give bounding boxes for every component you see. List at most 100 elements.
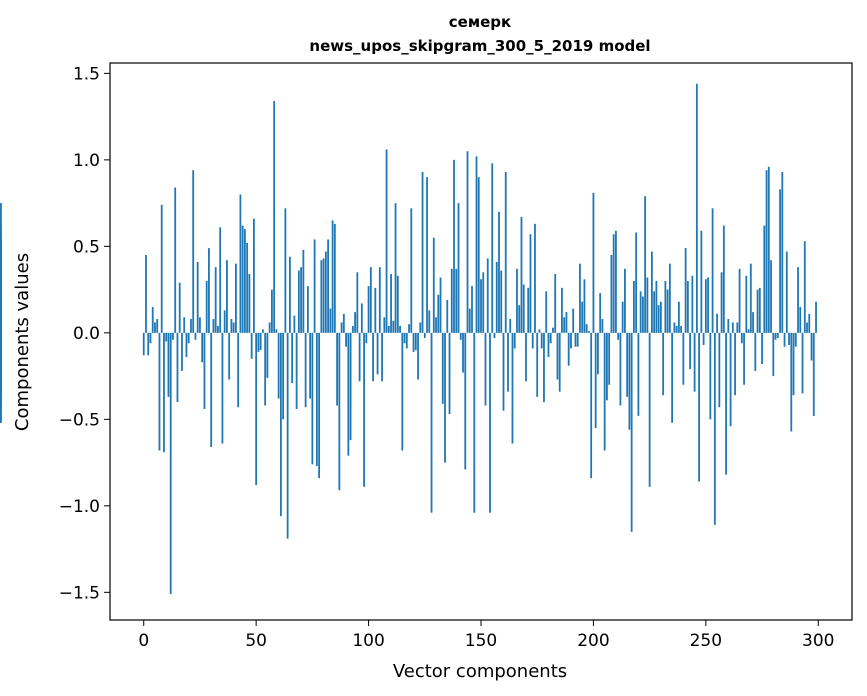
bar [552, 327, 554, 333]
bar [480, 279, 482, 333]
bar [250, 332, 253, 359]
bar [504, 171, 507, 333]
bar [311, 332, 314, 465]
x-tick-label: 0 [138, 631, 149, 651]
bar [743, 332, 745, 385]
bar [756, 289, 759, 333]
bar [455, 268, 458, 333]
bar [803, 241, 806, 333]
bar [462, 332, 464, 373]
bar [354, 312, 356, 333]
bar [315, 332, 318, 467]
bar [365, 332, 368, 344]
bar [448, 332, 451, 415]
bar [765, 170, 768, 333]
bar [797, 267, 799, 333]
bar [347, 332, 350, 456]
bar [381, 332, 383, 382]
bar [785, 251, 788, 333]
bar [536, 332, 539, 397]
bar [740, 332, 743, 344]
bar [592, 192, 595, 333]
bar [531, 332, 534, 349]
bar [776, 332, 779, 339]
bar [729, 332, 732, 427]
bar [513, 332, 516, 349]
bar [327, 239, 330, 333]
bar [223, 310, 226, 333]
bar [318, 332, 321, 479]
bar [444, 332, 446, 463]
bar [297, 270, 300, 333]
bar [396, 275, 399, 333]
bar [282, 332, 285, 420]
bar [228, 332, 231, 380]
bar [286, 332, 289, 539]
bar [158, 332, 161, 451]
bar [745, 275, 748, 333]
bar [554, 274, 557, 333]
bar [588, 331, 590, 333]
bar [248, 274, 251, 333]
bar [475, 156, 478, 333]
bar [390, 274, 392, 333]
bar [412, 332, 415, 352]
bar [747, 329, 750, 333]
bar [331, 220, 334, 333]
bar [430, 332, 433, 513]
bar [527, 287, 530, 333]
bar [239, 194, 242, 333]
bar [763, 225, 766, 333]
x-tick-label: 100 [352, 631, 384, 651]
bar [214, 267, 217, 333]
bar [758, 287, 761, 333]
bar [160, 204, 163, 333]
bar [583, 279, 586, 333]
y-axis-ticks: −1.5 −1.0 −0.5 0.0 0.5 1.0 1.5 [59, 64, 110, 603]
bar [655, 280, 658, 333]
bar [426, 177, 428, 333]
bar [641, 296, 644, 333]
bar [547, 332, 550, 358]
bar [453, 159, 455, 333]
bar [608, 332, 611, 385]
bar [277, 332, 280, 399]
bar [615, 230, 617, 333]
bar [648, 332, 651, 487]
bar [0, 279, 2, 333]
bar [358, 332, 361, 382]
bar [680, 325, 683, 333]
bar [270, 289, 273, 333]
bar [538, 329, 541, 333]
bar [713, 332, 716, 525]
bar [502, 332, 505, 411]
bar [606, 332, 608, 401]
bar [208, 248, 210, 333]
bar [419, 322, 422, 333]
bar [401, 332, 404, 451]
bar [693, 332, 696, 392]
bar [244, 229, 246, 333]
bar [468, 308, 471, 333]
bar [345, 332, 347, 347]
x-axis-label: Vector components [393, 661, 567, 682]
bar [183, 317, 186, 333]
bar [525, 332, 527, 382]
bar [237, 332, 240, 408]
bar [291, 332, 294, 384]
bar [176, 332, 179, 403]
bar [300, 267, 303, 333]
x-tick-label: 150 [465, 631, 497, 651]
bar [619, 332, 622, 406]
bars-group [0, 83, 817, 595]
bar [226, 260, 228, 333]
bar [570, 332, 572, 349]
bar [637, 332, 640, 416]
bar [511, 332, 514, 444]
bar [210, 332, 213, 448]
bar [399, 325, 401, 333]
bar [268, 322, 271, 333]
bar [295, 332, 298, 409]
bar [333, 223, 336, 333]
bar [142, 332, 145, 356]
